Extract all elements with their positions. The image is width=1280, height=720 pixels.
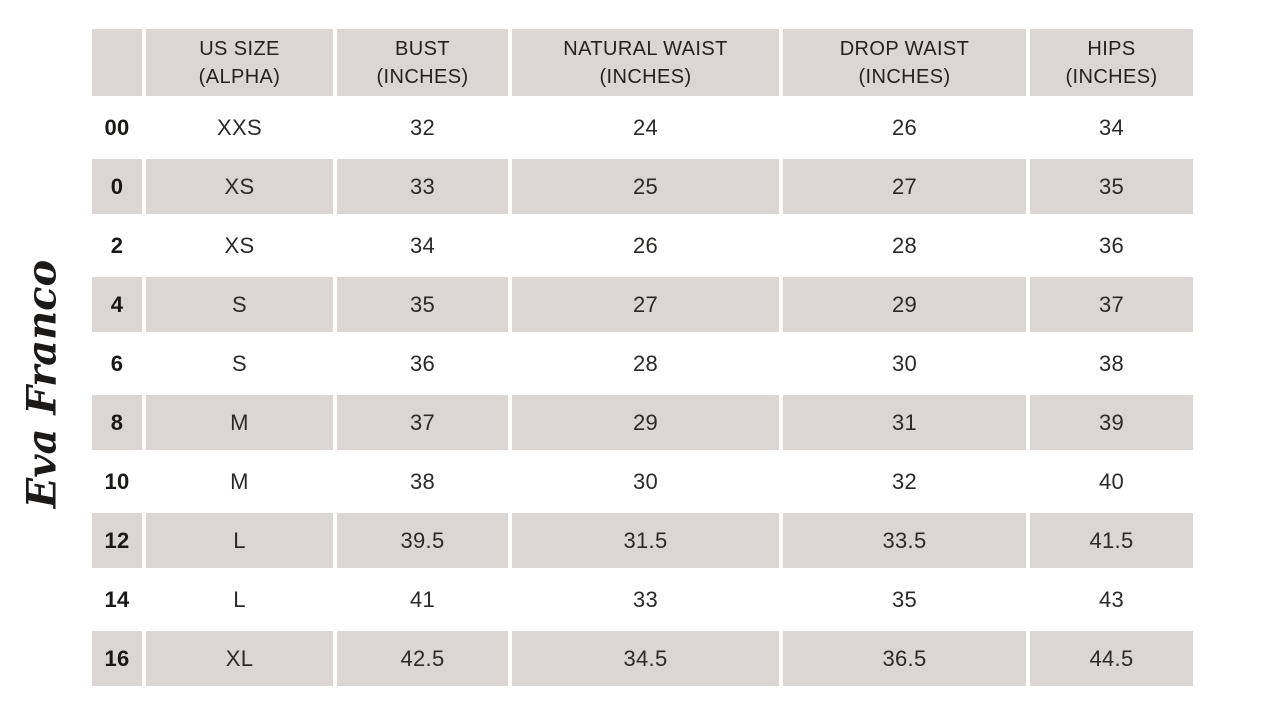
cell-drop-waist: 33.5 <box>783 513 1026 568</box>
cell-drop-waist: 28 <box>783 218 1026 273</box>
column-header-bust: BUST (INCHES) <box>337 29 508 96</box>
cell-us-size-number: 0 <box>92 159 142 214</box>
cell-alpha-size: S <box>146 277 333 332</box>
cell-bust: 34 <box>337 218 508 273</box>
cell-drop-waist: 36.5 <box>783 631 1026 686</box>
cell-natural-waist: 34.5 <box>512 631 779 686</box>
header-line: NATURAL WAIST <box>563 37 728 60</box>
header-line: US SIZE <box>199 37 280 60</box>
cell-drop-waist: 30 <box>783 336 1026 391</box>
header-row: US SIZE (ALPHA) BUST (INCHES) NATURAL WA… <box>92 29 1193 96</box>
cell-alpha-size: XS <box>146 218 333 273</box>
cell-us-size-number: 10 <box>92 454 142 509</box>
cell-alpha-size: L <box>146 513 333 568</box>
cell-drop-waist: 32 <box>783 454 1026 509</box>
header-line: BUST <box>395 37 450 60</box>
table-row: 2 XS 34 26 28 36 <box>92 218 1193 273</box>
table-row: 6 S 36 28 30 38 <box>92 336 1193 391</box>
header-line: DROP WAIST <box>839 37 970 60</box>
column-header-us-size: US SIZE (ALPHA) <box>146 29 333 96</box>
cell-us-size-number: 8 <box>92 395 142 450</box>
table-row: 14 L 41 33 35 43 <box>92 572 1193 627</box>
cell-alpha-size: XS <box>146 159 333 214</box>
header-line: (INCHES) <box>599 65 692 88</box>
cell-alpha-size: XL <box>146 631 333 686</box>
table-row: 8 M 37 29 31 39 <box>92 395 1193 450</box>
table-row: 0 XS 33 25 27 35 <box>92 159 1193 214</box>
cell-drop-waist: 29 <box>783 277 1026 332</box>
cell-drop-waist: 31 <box>783 395 1026 450</box>
cell-us-size-number: 12 <box>92 513 142 568</box>
column-header-empty <box>92 29 142 96</box>
table-row: 4 S 35 27 29 37 <box>92 277 1193 332</box>
cell-natural-waist: 29 <box>512 395 779 450</box>
size-table-body: 00 XXS 32 24 26 34 0 XS 33 25 27 35 2 XS… <box>92 100 1193 686</box>
cell-natural-waist: 33 <box>512 572 779 627</box>
size-chart-table: US SIZE (ALPHA) BUST (INCHES) NATURAL WA… <box>88 25 1197 690</box>
table-row: 10 M 38 30 32 40 <box>92 454 1193 509</box>
cell-hips: 41.5 <box>1030 513 1193 568</box>
table-row: 00 XXS 32 24 26 34 <box>92 100 1193 155</box>
cell-us-size-number: 16 <box>92 631 142 686</box>
cell-alpha-size: S <box>146 336 333 391</box>
cell-bust: 38 <box>337 454 508 509</box>
cell-us-size-number: 4 <box>92 277 142 332</box>
cell-hips: 37 <box>1030 277 1193 332</box>
cell-natural-waist: 24 <box>512 100 779 155</box>
cell-hips: 40 <box>1030 454 1193 509</box>
column-header-drop-waist: DROP WAIST (INCHES) <box>783 29 1026 96</box>
cell-bust: 35 <box>337 277 508 332</box>
cell-natural-waist: 30 <box>512 454 779 509</box>
cell-natural-waist: 31.5 <box>512 513 779 568</box>
header-line: (INCHES) <box>1065 65 1158 88</box>
cell-bust: 39.5 <box>337 513 508 568</box>
cell-alpha-size: L <box>146 572 333 627</box>
cell-natural-waist: 26 <box>512 218 779 273</box>
cell-drop-waist: 26 <box>783 100 1026 155</box>
cell-us-size-number: 6 <box>92 336 142 391</box>
header-line: (INCHES) <box>376 65 469 88</box>
cell-bust: 37 <box>337 395 508 450</box>
cell-hips: 35 <box>1030 159 1193 214</box>
cell-drop-waist: 35 <box>783 572 1026 627</box>
cell-bust: 41 <box>337 572 508 627</box>
cell-drop-waist: 27 <box>783 159 1026 214</box>
brand-signature: Eva Franco <box>18 259 66 509</box>
cell-bust: 32 <box>337 100 508 155</box>
cell-alpha-size: M <box>146 454 333 509</box>
cell-bust: 42.5 <box>337 631 508 686</box>
cell-natural-waist: 28 <box>512 336 779 391</box>
header-line: (ALPHA) <box>198 65 281 88</box>
cell-us-size-number: 2 <box>92 218 142 273</box>
cell-us-size-number: 00 <box>92 100 142 155</box>
header-line: HIPS <box>1087 37 1136 60</box>
table-row: 16 XL 42.5 34.5 36.5 44.5 <box>92 631 1193 686</box>
cell-alpha-size: M <box>146 395 333 450</box>
cell-alpha-size: XXS <box>146 100 333 155</box>
column-header-hips: HIPS (INCHES) <box>1030 29 1193 96</box>
cell-us-size-number: 14 <box>92 572 142 627</box>
cell-hips: 34 <box>1030 100 1193 155</box>
cell-hips: 43 <box>1030 572 1193 627</box>
cell-hips: 44.5 <box>1030 631 1193 686</box>
cell-natural-waist: 27 <box>512 277 779 332</box>
size-table-header: US SIZE (ALPHA) BUST (INCHES) NATURAL WA… <box>92 29 1193 96</box>
cell-hips: 36 <box>1030 218 1193 273</box>
cell-natural-waist: 25 <box>512 159 779 214</box>
cell-bust: 36 <box>337 336 508 391</box>
cell-bust: 33 <box>337 159 508 214</box>
table-row: 12 L 39.5 31.5 33.5 41.5 <box>92 513 1193 568</box>
header-line: (INCHES) <box>858 65 951 88</box>
column-header-natural-waist: NATURAL WAIST (INCHES) <box>512 29 779 96</box>
cell-hips: 38 <box>1030 336 1193 391</box>
cell-hips: 39 <box>1030 395 1193 450</box>
